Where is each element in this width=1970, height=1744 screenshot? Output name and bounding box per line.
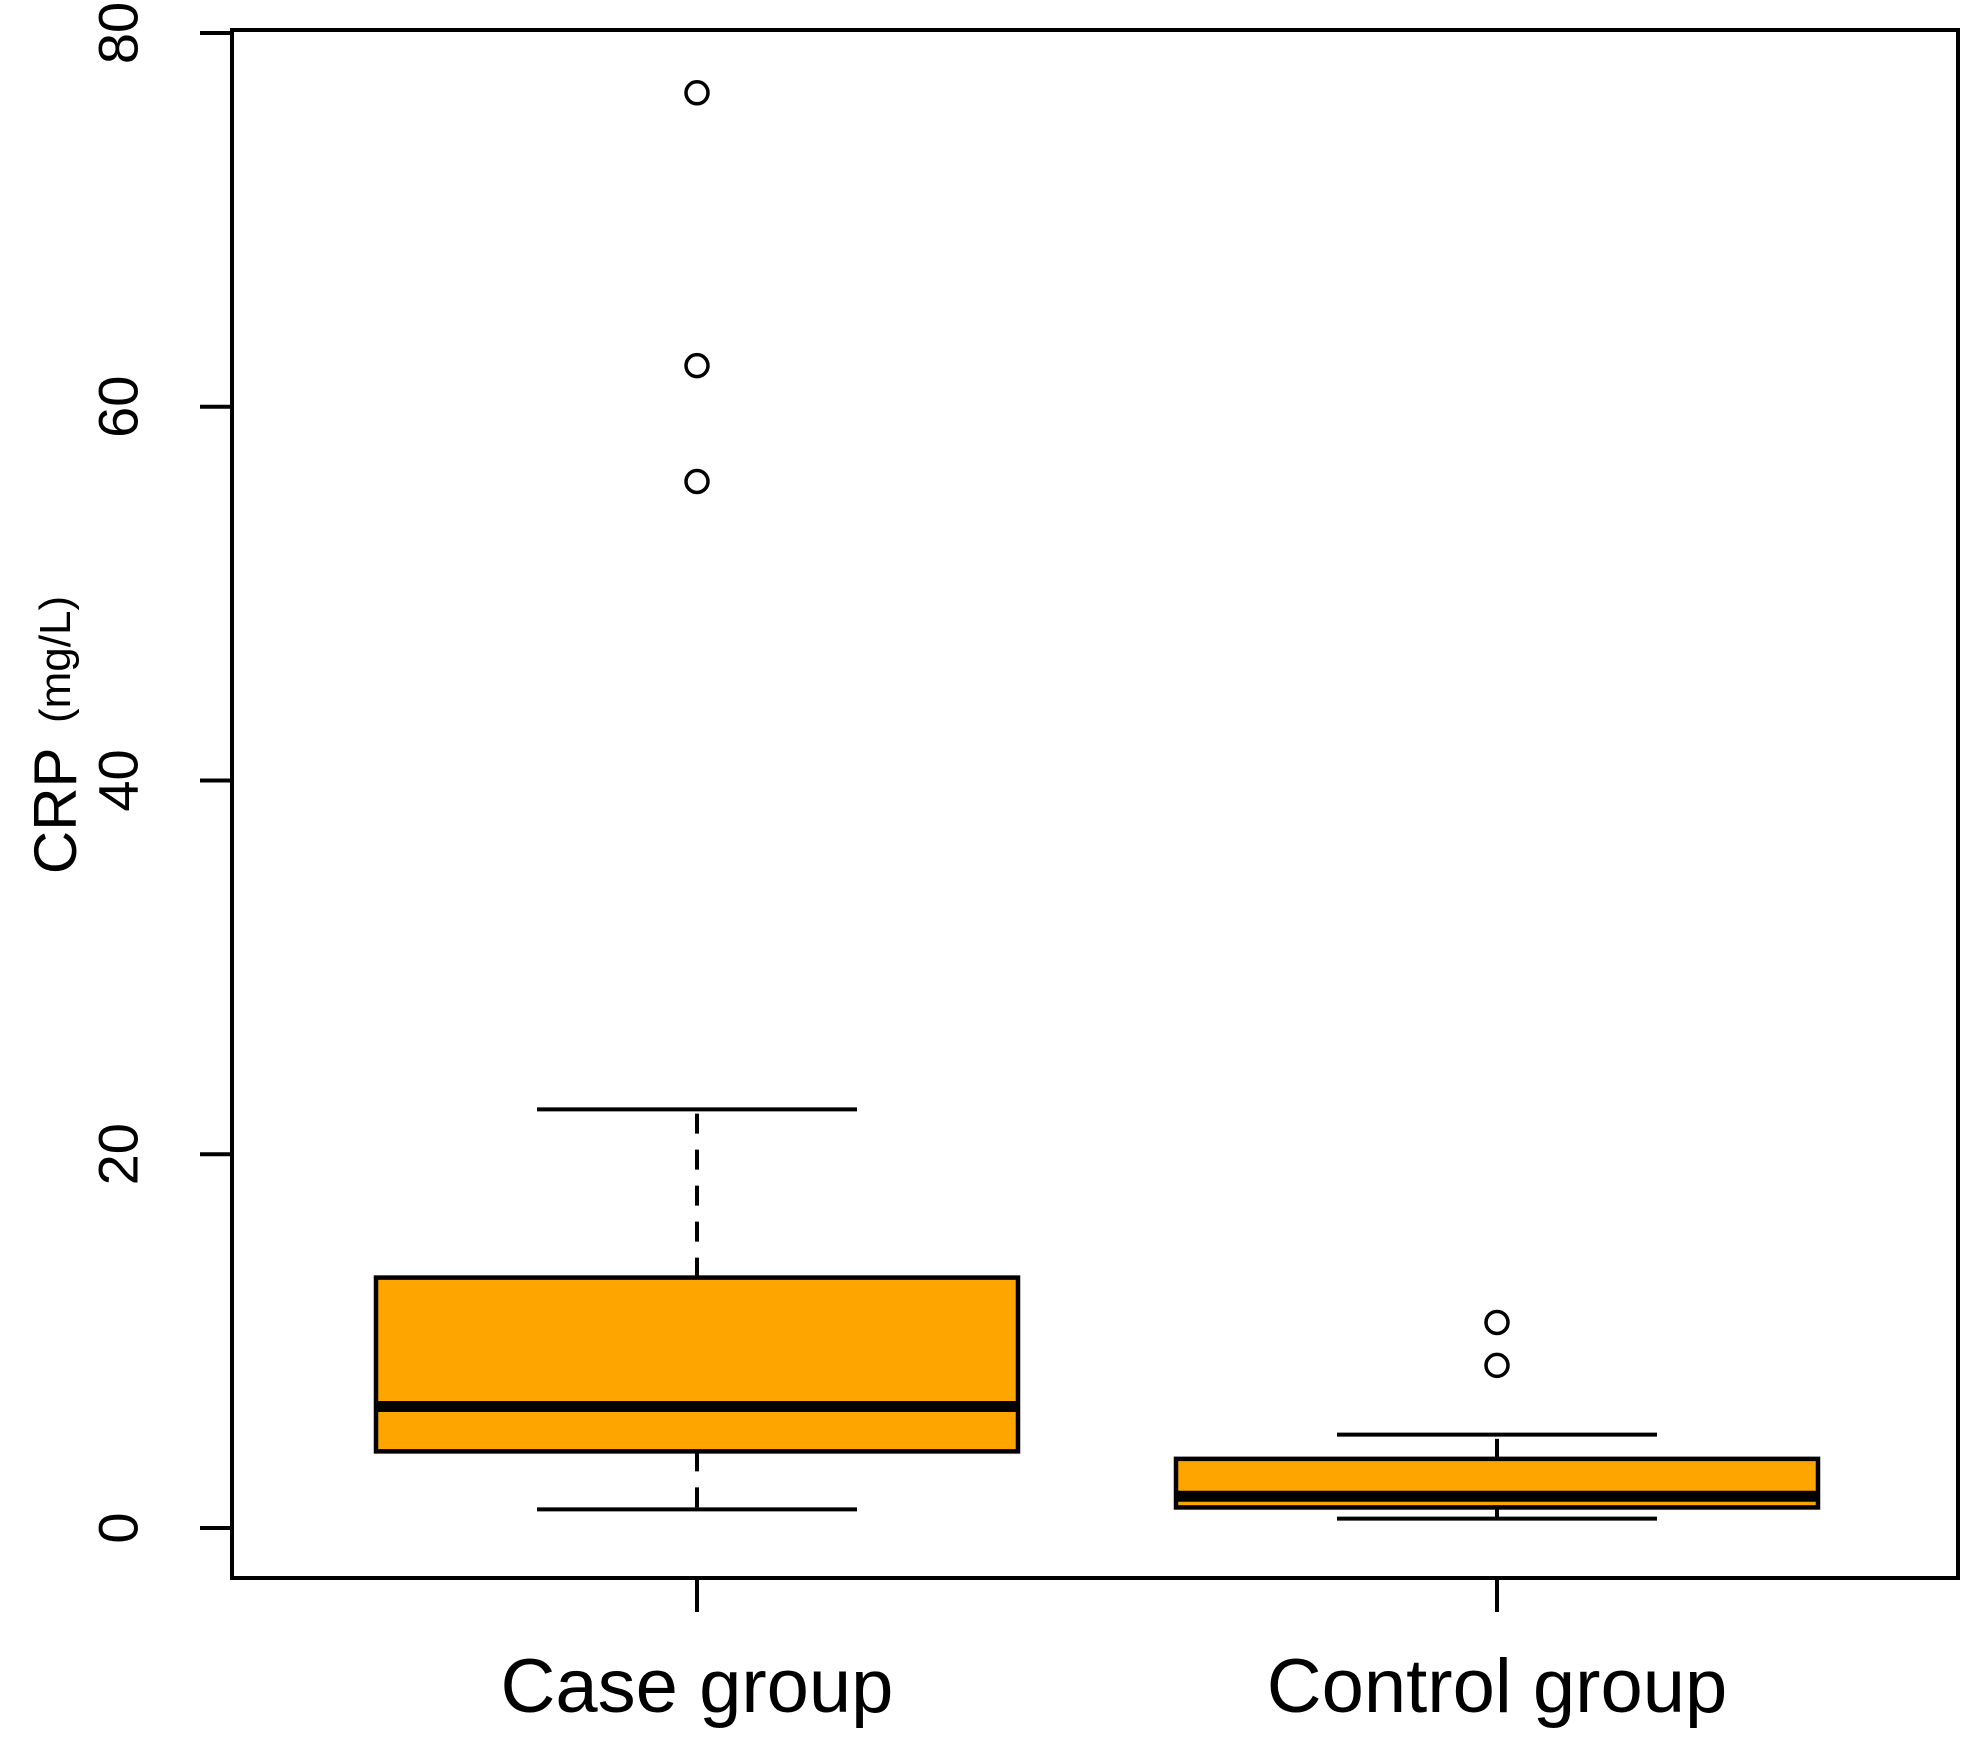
y-axis-title-unit: (mg/L) <box>31 596 80 723</box>
outlier-case-group-0 <box>684 468 710 495</box>
x-category-label-control-group: Control group <box>1267 1644 1728 1729</box>
y-axis-title: CRP (mg/L) <box>22 596 89 874</box>
y-tick-label-40: 40 <box>87 749 150 811</box>
x-category-label-case-group: Case group <box>501 1644 894 1729</box>
iqr-box-case-group <box>373 1275 1021 1454</box>
outlier-case-group-1 <box>684 352 710 379</box>
chart-content: 0 20 40 60 80 Case group Control group <box>87 2 1821 1729</box>
y-tick-label-20: 20 <box>87 1123 150 1185</box>
y-tick-label-60: 60 <box>87 376 150 438</box>
y-axis-title-main: CRP <box>22 747 89 874</box>
outlier-control-group-0 <box>1484 1352 1510 1379</box>
y-tick-label-80: 80 <box>87 2 150 64</box>
y-tick-label-0: 0 <box>87 1512 150 1543</box>
outlier-control-group-1 <box>1484 1309 1510 1336</box>
plot-border <box>230 28 1960 1580</box>
outlier-case-group-2 <box>684 80 710 106</box>
